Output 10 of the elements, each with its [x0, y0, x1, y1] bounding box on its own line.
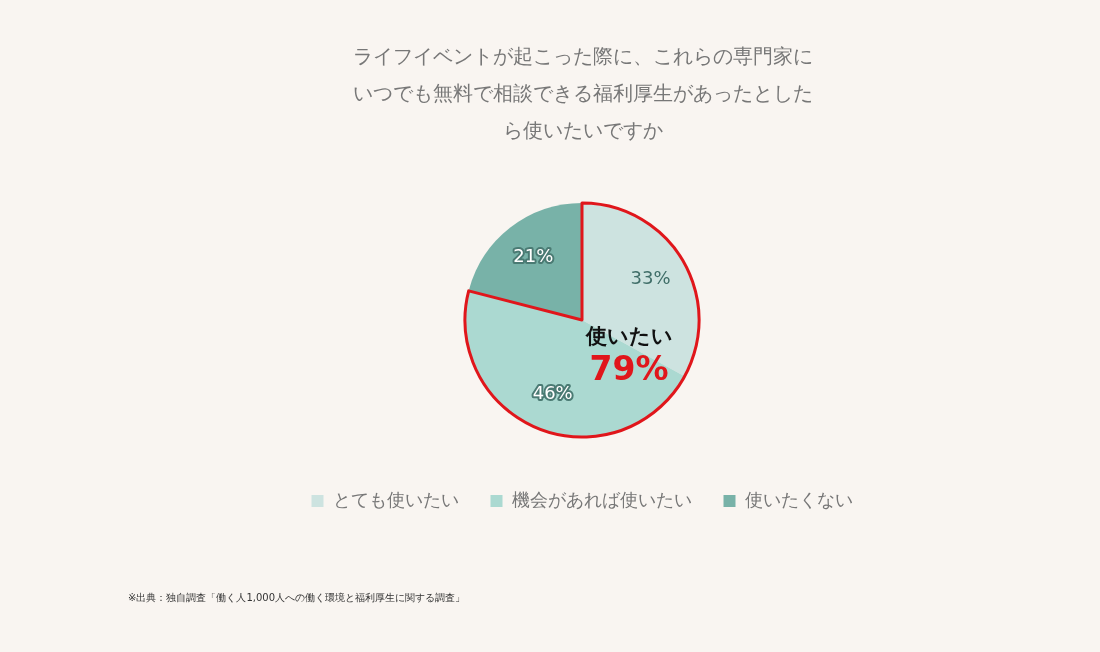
data-label: 33% [630, 267, 671, 289]
data-label: 21% [513, 244, 554, 266]
data-label: 46% [532, 381, 573, 403]
text: 使いたい [584, 324, 673, 349]
legend-label: とても使いたい [332, 488, 459, 510]
legend-label: 機会があれば使いたい [511, 488, 692, 510]
chart-title: ライフイベントが起こった際に、これらの専門家にいつでも無料で相談できる福利厚生があったとしたら使いたいですか [352, 43, 814, 144]
text: ※出典：独自調査「働く人1,000人への働く環境と福利厚生に関する調査」 [128, 591, 466, 605]
text: 79% [589, 348, 669, 388]
legend-label: 使いたくない [744, 488, 853, 510]
